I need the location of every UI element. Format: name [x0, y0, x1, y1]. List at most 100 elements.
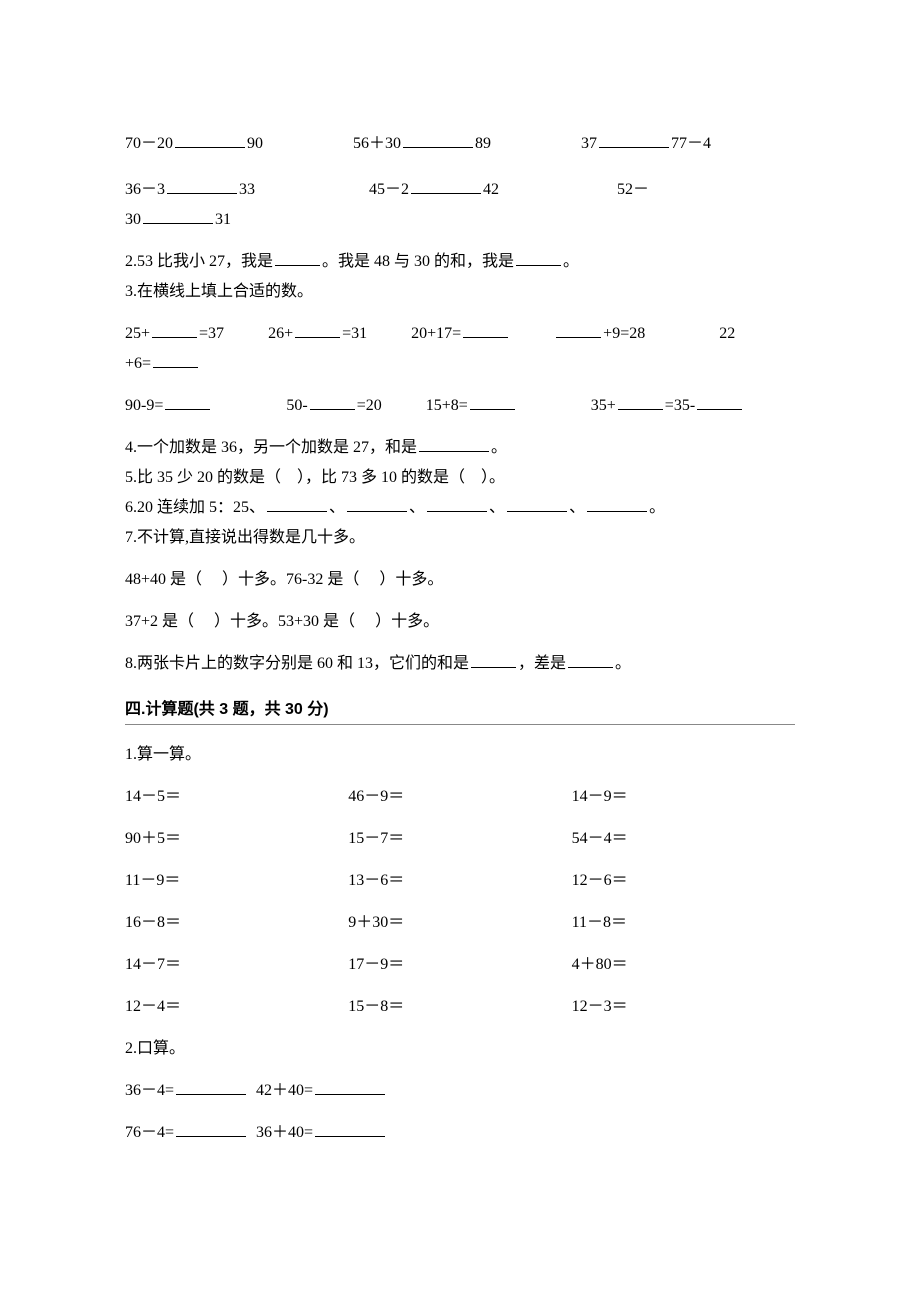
blank [176, 1079, 246, 1095]
t: +9=28 [603, 325, 645, 342]
t: 37+2 是（ [125, 613, 194, 630]
expr: 14－5＝ [125, 785, 348, 809]
q7-title: 7.不计算,直接说出得数是几十多。 [125, 526, 795, 550]
t: 35+ [591, 397, 616, 414]
q3-row1-tail: +6= [125, 352, 795, 376]
t: 22 [719, 325, 735, 342]
blank [463, 322, 508, 338]
expr: 15－8＝ [348, 995, 571, 1019]
q8-c: 。 [615, 655, 631, 672]
blank [403, 132, 473, 148]
blank [618, 394, 663, 410]
t: =20 [357, 397, 382, 414]
expr: 16－8＝ [125, 911, 348, 935]
calc1-grid: 14－5＝ 46－9＝ 14－9＝ 90＋5＝ 15－7＝ 54－4＝ 11－9… [125, 785, 795, 1019]
expr: 14－9＝ [572, 785, 795, 809]
q1-row1: 70－2090 56＋3089 37 77－4 [125, 132, 795, 156]
t: ）十多。53+30 是（ [214, 613, 355, 630]
t: 15+8= [426, 397, 468, 414]
q1-row2: 36－333 45－2 42 52－ [125, 178, 795, 202]
blank [516, 250, 561, 266]
q5-c: ）。 [481, 469, 505, 486]
blank [427, 496, 487, 512]
expr: 17－9＝ [348, 953, 571, 977]
expr: 89 [475, 135, 491, 152]
t: 50- [286, 397, 307, 414]
expr: 36－4= [125, 1082, 174, 1099]
expr: 11－8＝ [572, 911, 795, 935]
expr: 30 [125, 211, 141, 228]
q8: 8.两张卡片上的数字分别是 60 和 13，它们的和是，差是。 [125, 652, 795, 676]
expr: 77－4 [671, 135, 711, 152]
expr: 4＋80＝ [572, 953, 795, 977]
expr: 42 [483, 181, 499, 198]
q3-row1: 25+=37 26+=31 20+17= +9=28 22 [125, 322, 795, 346]
q2-b: 。我是 48 与 30 的和，我是 [322, 253, 514, 270]
q1-r1-c2: 56＋3089 [353, 132, 491, 156]
blank [310, 394, 355, 410]
blank [556, 322, 601, 338]
blank [167, 178, 237, 194]
q4-a: 4.一个加数是 36，另一个加数是 27，和是 [125, 439, 417, 456]
q1-r2-c2: 45－2 42 [369, 181, 503, 198]
blank [471, 652, 516, 668]
blank [275, 250, 320, 266]
blank [315, 1079, 385, 1095]
blank [143, 208, 213, 224]
q2-a: 2.53 比我小 27，我是 [125, 253, 273, 270]
blank [152, 322, 197, 338]
q4: 4.一个加数是 36，另一个加数是 27，和是 。 [125, 436, 795, 460]
q1-r1-c1: 70－2090 [125, 132, 263, 156]
expr: 15－7＝ [348, 827, 571, 851]
q6: 6.20 连续加 5：25、、、、、。 [125, 496, 795, 520]
sep: 、 [489, 499, 505, 516]
expr: 45－2 [369, 181, 409, 198]
calc1-title: 1.算一算。 [125, 743, 795, 767]
expr: 12－4＝ [125, 995, 348, 1019]
t: 20+17= [411, 325, 461, 342]
q5-b: ），比 73 多 10 的数是（ [297, 469, 465, 486]
q3-title: 3.在横线上填上合适的数。 [125, 280, 795, 304]
q4-b: 。 [491, 439, 507, 456]
expr: 12－3＝ [572, 995, 795, 1019]
blank [411, 178, 481, 194]
expr: 90 [247, 135, 263, 152]
t: +6= [125, 355, 151, 372]
t: 26+ [268, 325, 293, 342]
expr: 36＋40= [256, 1124, 313, 1141]
expr: 90＋5＝ [125, 827, 348, 851]
t: ）十多。 [379, 571, 443, 588]
calc2-row1: 36－4= 42＋40= [125, 1079, 795, 1103]
sep: 、 [569, 499, 585, 516]
q6-a: 6.20 连续加 5：25、 [125, 499, 265, 516]
q1-r1-c3: 37 77－4 [581, 132, 711, 156]
table-row: 12－4＝ 15－8＝ 12－3＝ [125, 995, 795, 1019]
q3-row2: 90-9= 50-=20 15+8= 35+=35- [125, 394, 795, 418]
expr: 76－4= [125, 1124, 174, 1141]
t: =35- [665, 397, 695, 414]
blank [165, 394, 210, 410]
expr: 14－7＝ [125, 953, 348, 977]
blank [295, 322, 340, 338]
q7-line1: 48+40 是（ ）十多。76-32 是（ ）十多。 [125, 568, 795, 592]
expr: 52－ [617, 181, 649, 198]
expr: 13－6＝ [348, 869, 571, 893]
expr: 31 [215, 211, 231, 228]
expr: 37 [581, 135, 597, 152]
table-row: 14－5＝ 46－9＝ 14－9＝ [125, 785, 795, 809]
blank [176, 1121, 246, 1137]
q1-r2-c1: 36－333 [125, 181, 259, 198]
table-row: 14－7＝ 17－9＝ 4＋80＝ [125, 953, 795, 977]
worksheet-page: 70－2090 56＋3089 37 77－4 36－333 45－2 42 52－… [0, 0, 920, 1302]
t: =37 [199, 325, 224, 342]
calc2-row2: 76－4= 36＋40= [125, 1121, 795, 1145]
blank [697, 394, 742, 410]
expr: 46－9＝ [348, 785, 571, 809]
blank [419, 436, 489, 452]
blank [568, 652, 613, 668]
blank [153, 352, 198, 368]
q5-a: 5.比 35 少 20 的数是（ [125, 469, 281, 486]
q1-r2-c3a: 52－ [617, 181, 649, 198]
blank [599, 132, 669, 148]
t: 48+40 是（ [125, 571, 202, 588]
